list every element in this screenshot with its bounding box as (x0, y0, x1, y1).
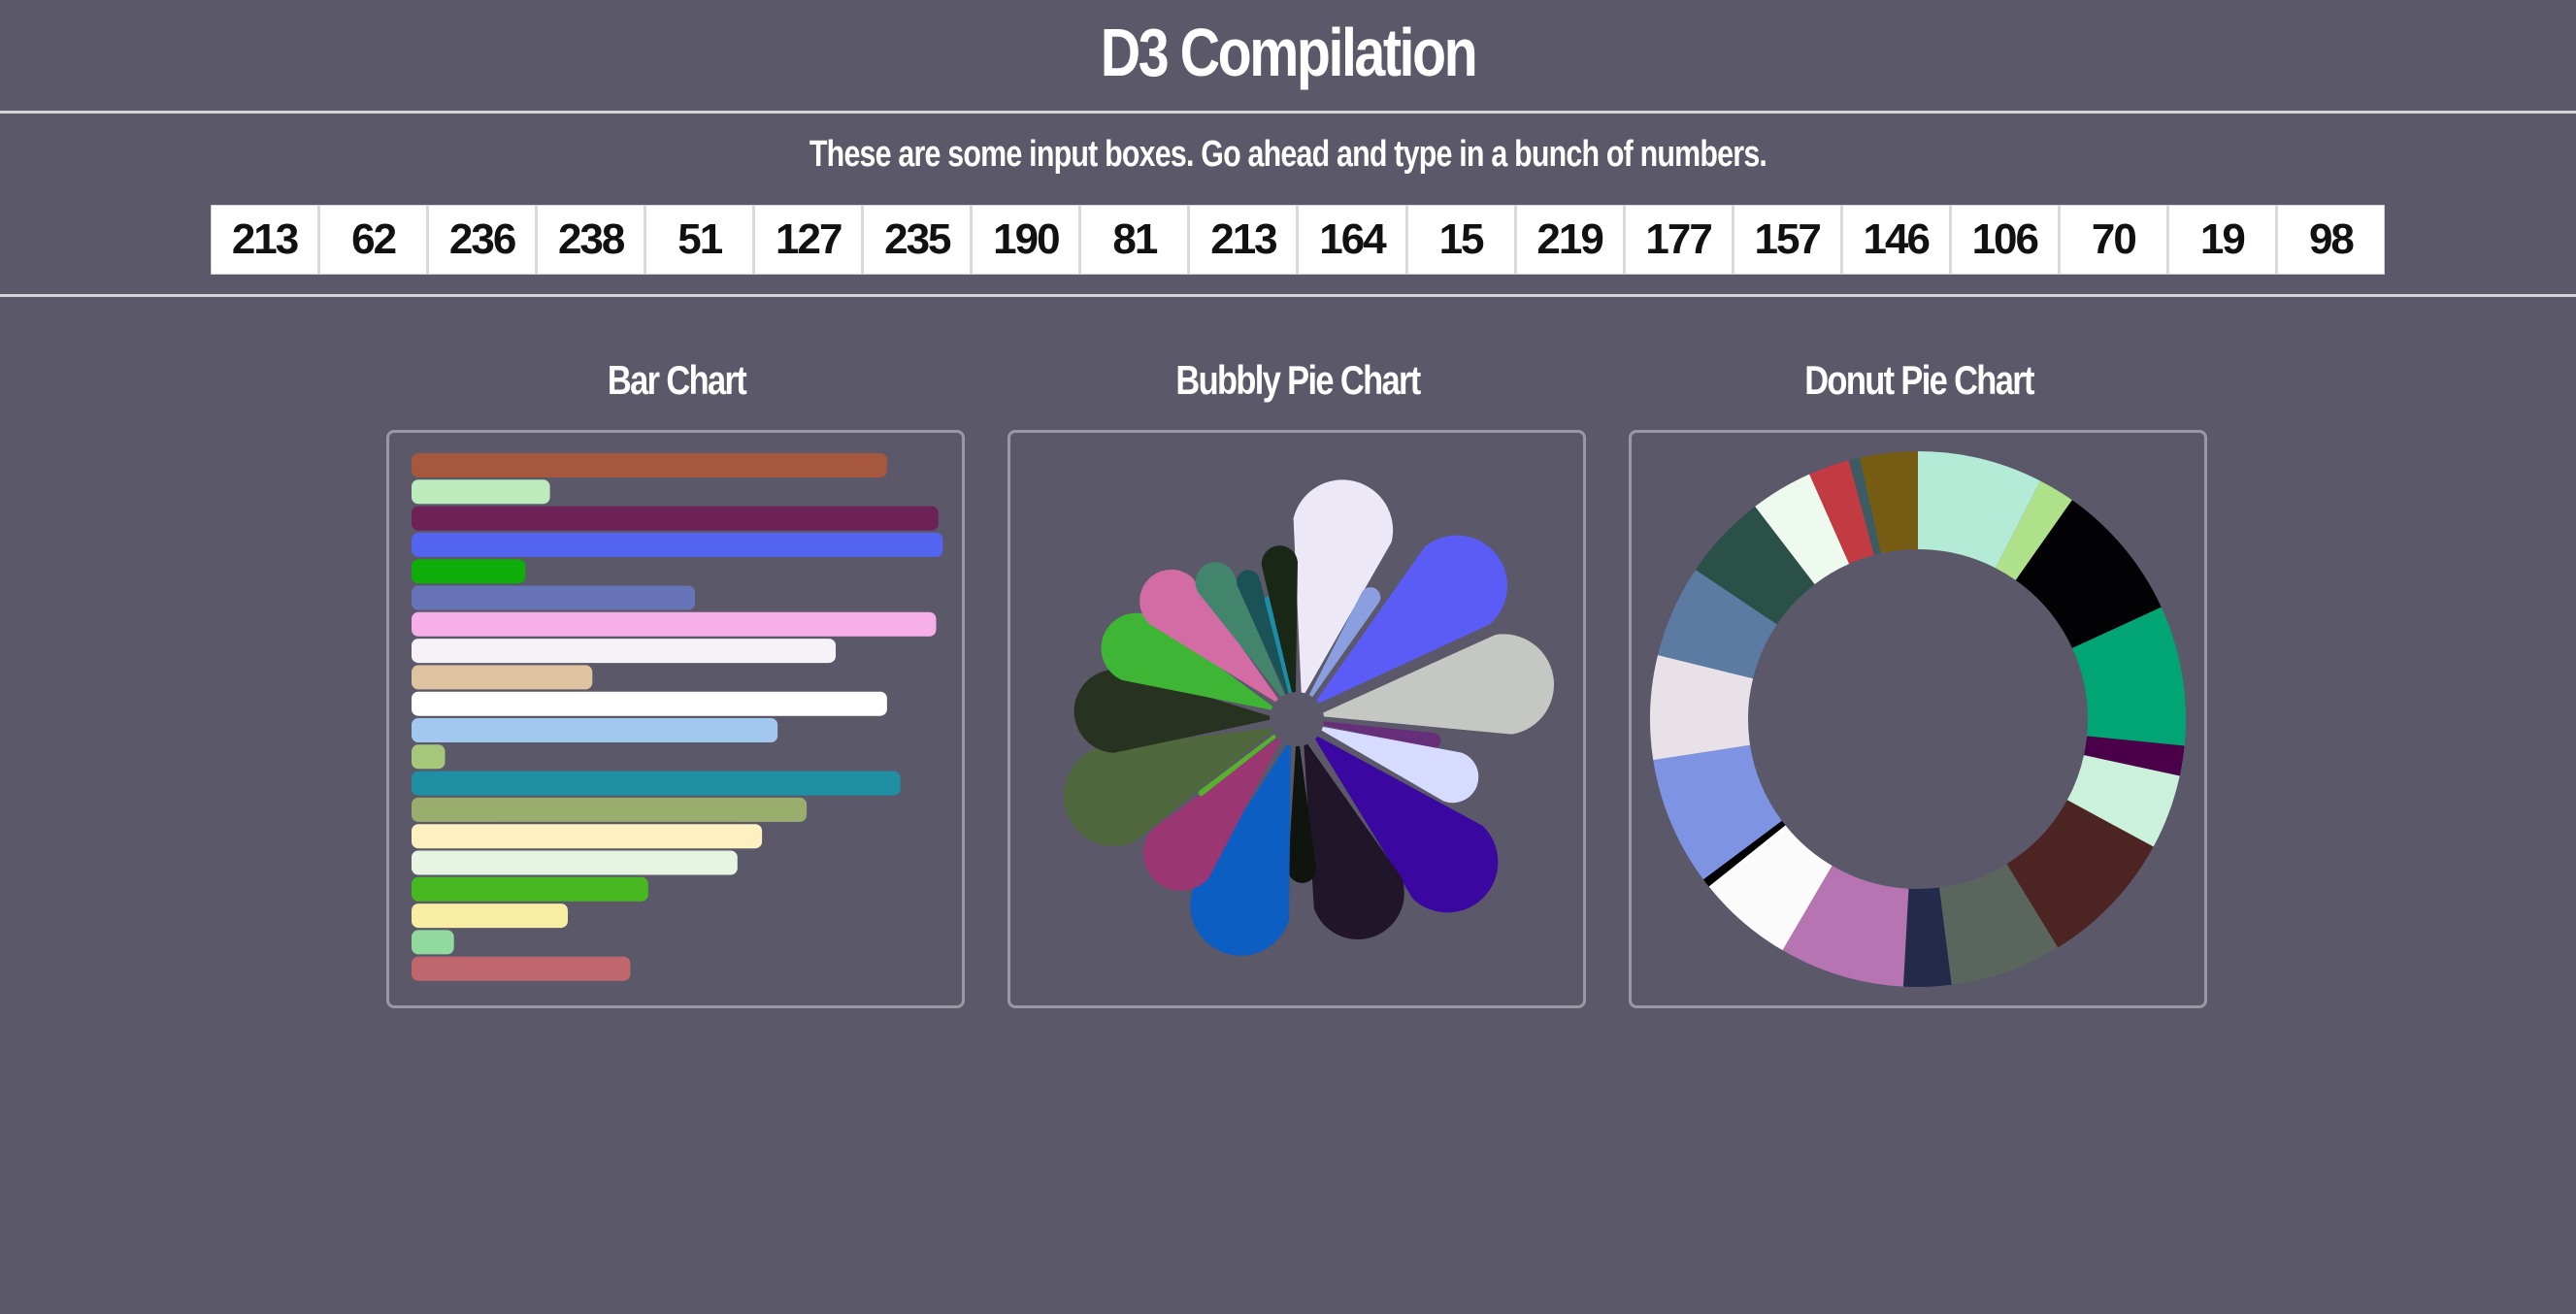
bar-3 (412, 506, 939, 531)
bubbly-pie-chart-title: Bubbly Pie Chart (1175, 357, 1421, 403)
number-input-row (211, 205, 2385, 275)
bar-chart (412, 453, 943, 981)
bar-6 (412, 585, 696, 610)
bar-7 (412, 611, 937, 637)
number-input-10[interactable] (1190, 206, 1300, 274)
bar-chart-title: Bar Chart (607, 357, 747, 403)
bubbly-slice-1 (1293, 479, 1394, 694)
bubbly-slice-19 (1264, 596, 1293, 694)
bar-19 (412, 930, 454, 955)
number-input-18[interactable] (2060, 206, 2169, 274)
donut-slice-13 (1653, 744, 1782, 880)
bar-16 (412, 850, 738, 875)
bar-chart-panel (386, 430, 965, 1008)
number-input-1[interactable] (212, 206, 321, 274)
bubbly-slice-17 (1195, 562, 1285, 697)
bubbly-slice-14 (1073, 669, 1271, 753)
bar-17 (412, 876, 648, 902)
number-input-7[interactable] (864, 206, 974, 274)
donut-slice-2 (1996, 480, 2072, 580)
bar-8 (412, 639, 836, 664)
number-input-15[interactable] (1734, 206, 1843, 274)
donut-pie-chart-panel (1629, 430, 2207, 1008)
donut-slice-12 (1702, 820, 1786, 887)
instructions-text: These are some input boxes. Go ahead and… (809, 134, 1767, 175)
bar-1 (412, 453, 887, 477)
bubbly-slice-18 (1237, 570, 1290, 695)
bubbly-slice-6 (1321, 726, 1479, 804)
number-input-17[interactable] (1951, 206, 2061, 274)
bubbly-slice-7 (1314, 736, 1499, 913)
bar-15 (412, 824, 763, 849)
bubbly-slice-13 (1063, 727, 1272, 846)
bar-2 (412, 479, 550, 505)
bar-14 (412, 797, 808, 822)
donut-slice-19 (1848, 457, 1882, 555)
donut-slice-10 (1782, 866, 1909, 987)
number-input-12[interactable] (1407, 206, 1517, 274)
number-input-14[interactable] (1625, 206, 1734, 274)
bubbly-slice-3 (1316, 535, 1508, 704)
bubbly-slice-12 (1198, 734, 1277, 797)
number-input-16[interactable] (1842, 206, 1952, 274)
bubbly-slice-11 (1142, 738, 1281, 891)
top-divider (0, 111, 2576, 114)
donut-slice-16 (1695, 506, 1815, 625)
donut-slice-14 (1650, 655, 1754, 761)
number-input-6[interactable] (755, 206, 865, 274)
bar-10 (412, 691, 887, 716)
number-input-20[interactable] (2277, 206, 2384, 274)
number-input-19[interactable] (2168, 206, 2278, 274)
bar-20 (412, 956, 631, 981)
donut-slice-9 (1902, 887, 1952, 987)
donut-slice-11 (1708, 825, 1833, 951)
bar-4 (412, 532, 943, 557)
number-input-4[interactable] (538, 206, 647, 274)
bubbly-pie-chart-panel (1007, 430, 1586, 1008)
bubbly-slice-16 (1139, 569, 1278, 703)
donut-slice-5 (2084, 736, 2185, 776)
bubbly-slice-5 (1323, 721, 1441, 749)
number-input-3[interactable] (429, 206, 539, 274)
bubbly-slice-4 (1323, 634, 1555, 735)
donut-slice-8 (1938, 864, 2059, 985)
number-input-8[interactable] (973, 206, 1082, 274)
middle-divider (0, 294, 2576, 297)
bubbly-slice-15 (1101, 612, 1273, 710)
donut-pie-chart-title: Donut Pie Chart (1804, 357, 2034, 403)
bar-13 (412, 771, 901, 796)
donut-slice-3 (2015, 500, 2162, 648)
bubbly-slice-8 (1304, 743, 1404, 939)
bar-11 (412, 718, 778, 742)
bar-5 (412, 559, 526, 584)
donut-slice-1 (1918, 451, 2041, 569)
bubbly-pie-chart (1063, 479, 1555, 956)
donut-slice-18 (1809, 460, 1874, 565)
bar-12 (412, 744, 446, 770)
donut-slice-15 (1658, 570, 1777, 679)
donut-slice-20 (1860, 451, 1918, 554)
number-input-11[interactable] (1299, 206, 1408, 274)
page-title: D3 Compilation (1100, 15, 1478, 90)
donut-pie-chart (1650, 451, 2186, 987)
donut-slice-4 (2071, 607, 2186, 746)
bubbly-slice-9 (1288, 745, 1317, 883)
number-input-5[interactable] (646, 206, 756, 274)
donut-slice-6 (2066, 755, 2180, 847)
number-input-2[interactable] (320, 206, 430, 274)
number-input-13[interactable] (1516, 206, 1626, 274)
bar-18 (412, 903, 568, 929)
bubbly-slice-10 (1190, 744, 1291, 956)
donut-slice-17 (1755, 474, 1850, 585)
bubbly-slice-20 (1261, 545, 1298, 693)
donut-slice-7 (2006, 800, 2154, 948)
bar-9 (412, 665, 593, 690)
bubbly-slice-2 (1308, 587, 1381, 698)
number-input-9[interactable] (1081, 206, 1191, 274)
